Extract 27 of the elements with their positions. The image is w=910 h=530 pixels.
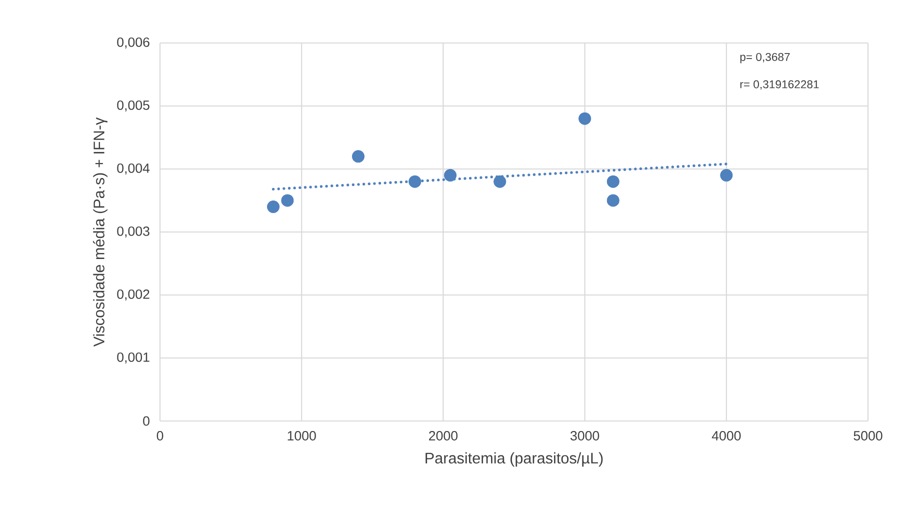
x-tick-label: 5000 — [854, 431, 882, 440]
x-tick-label: 4000 — [712, 431, 741, 440]
point — [408, 175, 422, 188]
y-tick-label: 0,006 — [117, 37, 150, 49]
y-tick-label: 0,005 — [117, 100, 150, 112]
annotation: p= 0,3687 — [740, 52, 790, 64]
x-tick-label: 2000 — [429, 431, 458, 440]
x-tick-label: 0 — [156, 431, 164, 440]
x-tick-label: 3000 — [570, 431, 600, 440]
y-axis-title: Viscosidade média (Pa·s) + IFN-γ — [92, 117, 108, 347]
point — [606, 194, 620, 207]
point — [578, 112, 592, 125]
y-tick-label: 0,002 — [117, 289, 150, 301]
y-tick-label: 0,003 — [117, 226, 150, 238]
point — [281, 194, 294, 207]
y-tick-label: 0 — [143, 416, 150, 426]
point — [720, 169, 733, 182]
point — [494, 175, 506, 188]
y-tick-label: 0,004 — [117, 163, 150, 175]
x-tick-label: 1000 — [288, 431, 316, 440]
point — [352, 150, 365, 163]
x-axis-title: Parasitemia (parasitos/µL) — [426, 452, 603, 467]
point — [606, 175, 620, 188]
annotation: r= 0,319162281 — [740, 80, 819, 90]
y-tick-label: 0,001 — [117, 352, 150, 364]
point — [267, 200, 280, 214]
point — [444, 169, 457, 182]
